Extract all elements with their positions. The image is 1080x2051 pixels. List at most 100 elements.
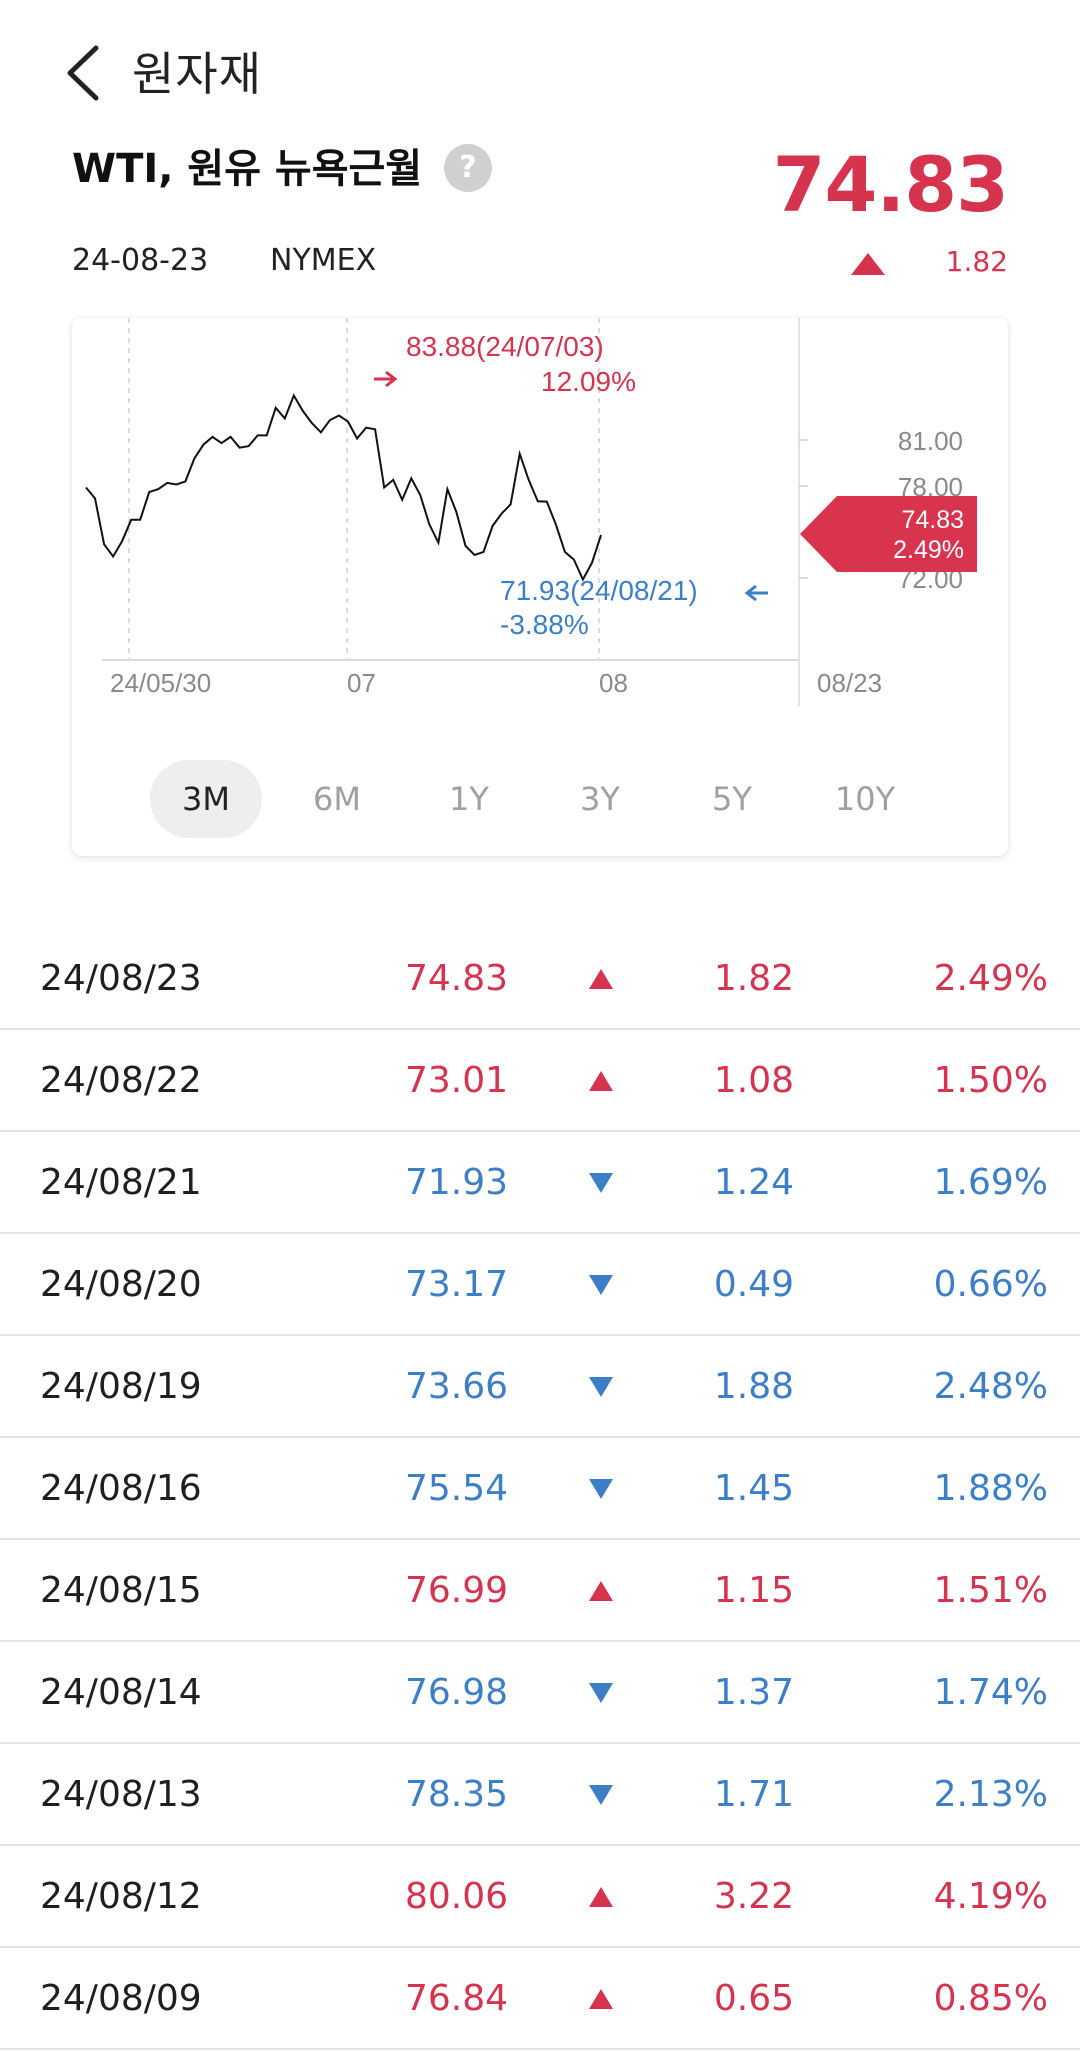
x-tick-label: 07: [347, 668, 376, 698]
down-triangle-icon: [588, 1234, 614, 1336]
help-icon[interactable]: ?: [444, 144, 492, 192]
back-button[interactable]: [60, 40, 110, 106]
row-price: 71.93: [404, 1162, 508, 1203]
row-price: 76.99: [404, 1570, 508, 1611]
current-price-flag: 74.83 2.49%: [800, 496, 977, 572]
down-triangle-icon: [588, 1132, 614, 1234]
price-chart[interactable]: 81.00 78.00 72.00 24/05/30 07 08 08/23 8…: [72, 318, 1008, 738]
row-date: 24/08/16: [40, 1468, 202, 1509]
row-change: 1.82: [713, 958, 794, 999]
up-triangle-icon: [588, 1948, 614, 2050]
chevron-left-icon: [67, 45, 99, 101]
current-price: 74.83: [772, 140, 1009, 229]
low-label: 71.93(24/08/21): [500, 575, 698, 606]
row-change: 1.71: [713, 1774, 794, 1815]
table-row[interactable]: 24/08/09 76.84 0.65 0.85%: [0, 1948, 1080, 2050]
row-date: 24/08/22: [40, 1060, 202, 1101]
table-row[interactable]: 24/08/20 73.17 0.49 0.66%: [0, 1234, 1080, 1336]
high-pct: 12.09%: [541, 366, 636, 397]
row-change: 0.49: [713, 1264, 794, 1305]
row-date: 24/08/14: [40, 1672, 202, 1713]
period-6m[interactable]: 6M: [313, 780, 361, 818]
table-row[interactable]: 24/08/13 78.35 1.71 2.13%: [0, 1744, 1080, 1846]
row-pct: 1.88%: [933, 1468, 1048, 1509]
page-title: 원자재: [132, 47, 262, 101]
table-row[interactable]: 24/08/21 71.93 1.24 1.69%: [0, 1132, 1080, 1234]
quote-date: 24-08-23: [72, 243, 209, 278]
row-date: 24/08/20: [40, 1264, 202, 1305]
row-price: 80.06: [404, 1876, 508, 1917]
row-pct: 4.19%: [933, 1876, 1048, 1917]
row-price: 78.35: [404, 1774, 508, 1815]
row-change: 1.37: [713, 1672, 794, 1713]
row-change: 1.15: [713, 1570, 794, 1611]
row-price: 73.01: [404, 1060, 508, 1101]
y-tick-label: 81.00: [898, 426, 963, 456]
row-pct: 2.48%: [933, 1366, 1048, 1407]
row-price: 74.83: [404, 958, 508, 999]
row-date: 24/08/19: [40, 1366, 202, 1407]
x-tick-label: 08: [599, 668, 628, 698]
row-change: 0.65: [713, 1978, 794, 2019]
period-1y[interactable]: 1Y: [449, 780, 489, 818]
row-change: 1.88: [713, 1366, 794, 1407]
row-pct: 1.51%: [933, 1570, 1048, 1611]
x-tick-label: 08/23: [817, 668, 882, 698]
row-date: 24/08/09: [40, 1978, 202, 2019]
row-price: 76.98: [404, 1672, 508, 1713]
row-price: 73.66: [404, 1366, 508, 1407]
exchange-name: NYMEX: [270, 243, 377, 278]
period-selector: 3M 6M 1Y 3Y 5Y 10Y: [72, 738, 1008, 856]
period-3m[interactable]: 3M: [150, 760, 262, 838]
up-triangle-icon: [588, 1030, 614, 1132]
period-10y[interactable]: 10Y: [834, 780, 896, 818]
period-3y[interactable]: 3Y: [580, 780, 620, 818]
row-price: 75.54: [404, 1468, 508, 1509]
high-label: 83.88(24/07/03): [406, 331, 604, 362]
flag-price: 74.83: [901, 506, 964, 534]
table-row[interactable]: 24/08/12 80.06 3.22 4.19%: [0, 1846, 1080, 1948]
row-change: 1.45: [713, 1468, 794, 1509]
table-row[interactable]: 24/08/15 76.99 1.15 1.51%: [0, 1540, 1080, 1642]
row-change: 3.22: [713, 1876, 794, 1917]
down-triangle-icon: [588, 1744, 614, 1846]
down-triangle-icon: [588, 1438, 614, 1540]
flag-pct: 2.49%: [893, 536, 964, 564]
row-pct: 0.66%: [933, 1264, 1048, 1305]
down-triangle-icon: [588, 1642, 614, 1744]
table-row[interactable]: 24/08/16 75.54 1.45 1.88%: [0, 1438, 1080, 1540]
period-5y[interactable]: 5Y: [712, 780, 752, 818]
row-pct: 2.13%: [933, 1774, 1048, 1815]
row-pct: 1.69%: [933, 1162, 1048, 1203]
row-date: 24/08/13: [40, 1774, 202, 1815]
row-date: 24/08/15: [40, 1570, 202, 1611]
header: 원자재: [0, 0, 1080, 140]
row-pct: 1.74%: [933, 1672, 1048, 1713]
row-change: 1.08: [713, 1060, 794, 1101]
down-triangle-icon: [588, 1336, 614, 1438]
row-date: 24/08/21: [40, 1162, 202, 1203]
up-triangle-icon: [851, 253, 885, 275]
instrument-name: WTI, 원유 뉴욕근월: [72, 146, 423, 192]
row-date: 24/08/12: [40, 1876, 202, 1917]
row-date: 24/08/23: [40, 958, 202, 999]
table-row[interactable]: 24/08/22 73.01 1.08 1.50%: [0, 1030, 1080, 1132]
table-row[interactable]: 24/08/23 74.83 1.82 2.49%: [0, 928, 1080, 1030]
row-price: 76.84: [404, 1978, 508, 2019]
table-row[interactable]: 24/08/19 73.66 1.88 2.48%: [0, 1336, 1080, 1438]
daily-price-table: 24/08/23 74.83 1.82 2.49% 24/08/22 73.01…: [0, 928, 1080, 2050]
price-series-line: [85, 393, 602, 582]
chart-card: 81.00 78.00 72.00 24/05/30 07 08 08/23 8…: [72, 318, 1008, 856]
row-price: 73.17: [404, 1264, 508, 1305]
table-row[interactable]: 24/08/14 76.98 1.37 1.74%: [0, 1642, 1080, 1744]
up-triangle-icon: [588, 1846, 614, 1948]
x-tick-label: 24/05/30: [110, 668, 211, 698]
arrow-right-icon: [374, 370, 398, 388]
low-pct: -3.88%: [500, 609, 589, 640]
up-triangle-icon: [588, 928, 614, 1030]
arrow-left-icon: [744, 584, 768, 602]
row-pct: 0.85%: [933, 1978, 1048, 2019]
up-triangle-icon: [588, 1540, 614, 1642]
price-change: 1.82: [945, 245, 1008, 278]
row-pct: 2.49%: [933, 958, 1048, 999]
